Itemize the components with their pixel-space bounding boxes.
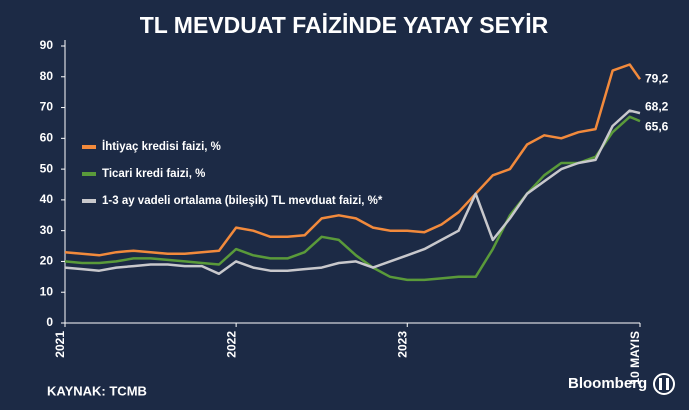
chart-title: TL MEVDUAT FAİZİNDE YATAY SEYİR xyxy=(140,12,549,38)
line-series xyxy=(64,115,641,282)
y-tick-label: 10 xyxy=(40,284,54,298)
y-tick-label: 30 xyxy=(40,223,54,237)
y-tick-label: 40 xyxy=(40,192,54,206)
y-tick-label: 20 xyxy=(40,254,54,268)
legend-label: Ticari kredi faizi, % xyxy=(102,168,205,180)
y-tick-label: 60 xyxy=(40,131,54,145)
legend-label: İhtiyaç kredisi faizi, % xyxy=(102,140,221,153)
line-series xyxy=(64,109,641,276)
y-tick-label: 50 xyxy=(40,161,54,175)
y-tick-label: 80 xyxy=(40,69,54,83)
brand: Bloomberg xyxy=(568,375,647,392)
line-series xyxy=(64,63,642,257)
source: KAYNAK: TCMB xyxy=(47,383,147,398)
x-tick-label: 10 MAYIS xyxy=(628,331,642,385)
y-tick-label: 70 xyxy=(40,100,54,114)
y-tick-label: 0 xyxy=(46,315,53,329)
y-tick-label: 90 xyxy=(40,38,54,52)
value-label: 79,2 xyxy=(645,71,669,85)
x-tick-label: 2021 xyxy=(53,331,67,358)
x-tick-label: 2023 xyxy=(395,331,409,358)
value-label: 68,2 xyxy=(645,99,669,113)
value-label: 65,6 xyxy=(645,119,669,133)
legend-label: 1-3 ay vadeli ortalama (bileşik) TL mevd… xyxy=(102,195,383,207)
x-tick-label: 2022 xyxy=(224,331,238,358)
logo xyxy=(653,373,675,395)
